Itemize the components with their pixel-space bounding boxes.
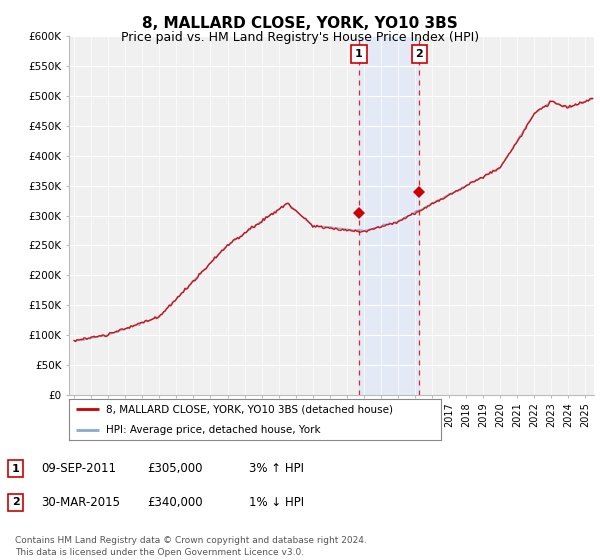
Text: £340,000: £340,000 <box>147 496 203 509</box>
Text: 09-SEP-2011: 09-SEP-2011 <box>41 462 116 475</box>
Text: 1% ↓ HPI: 1% ↓ HPI <box>249 496 304 509</box>
Text: 1: 1 <box>355 49 362 59</box>
Text: 2: 2 <box>415 49 423 59</box>
Text: 1: 1 <box>12 464 19 474</box>
Text: Price paid vs. HM Land Registry's House Price Index (HPI): Price paid vs. HM Land Registry's House … <box>121 31 479 44</box>
Text: Contains HM Land Registry data © Crown copyright and database right 2024.
This d: Contains HM Land Registry data © Crown c… <box>15 536 367 557</box>
Text: 2: 2 <box>12 497 19 507</box>
Text: £305,000: £305,000 <box>147 462 203 475</box>
Bar <box>359 36 419 395</box>
Text: HPI: Average price, detached house, York: HPI: Average price, detached house, York <box>106 424 321 435</box>
Text: 8, MALLARD CLOSE, YORK, YO10 3BS (detached house): 8, MALLARD CLOSE, YORK, YO10 3BS (detach… <box>106 404 393 414</box>
Text: 8, MALLARD CLOSE, YORK, YO10 3BS: 8, MALLARD CLOSE, YORK, YO10 3BS <box>142 16 458 31</box>
Text: 3% ↑ HPI: 3% ↑ HPI <box>249 462 304 475</box>
Text: 30-MAR-2015: 30-MAR-2015 <box>41 496 120 509</box>
